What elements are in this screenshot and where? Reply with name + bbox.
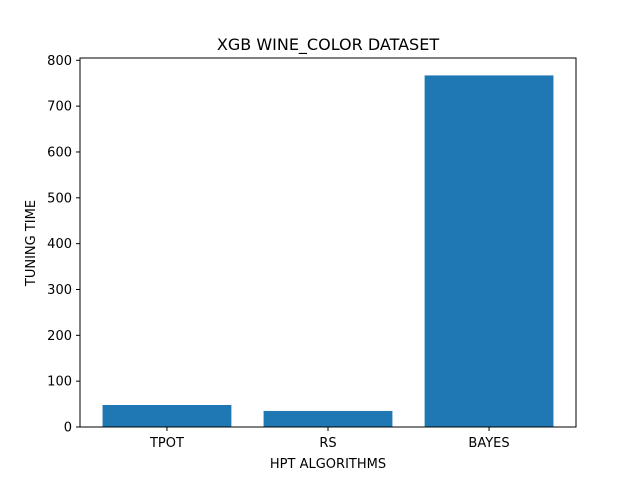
y-tick-label: 800 xyxy=(47,54,72,69)
bar-rs xyxy=(263,410,393,427)
y-axis-ticks: 0 100 200 300 400 500 600 700 800 xyxy=(47,54,80,436)
bars-group xyxy=(102,75,554,427)
bar-tpot xyxy=(102,404,232,427)
y-tick-label: 100 xyxy=(47,375,72,390)
y-tick-label: 600 xyxy=(47,145,72,160)
y-axis-label: TUNING TIME xyxy=(24,200,39,287)
y-tick-label: 0 xyxy=(64,421,72,436)
bar-bayes xyxy=(424,75,554,427)
y-tick-label: 200 xyxy=(47,329,72,344)
chart-title: XGB WINE_COLOR DATASET xyxy=(217,35,439,55)
y-tick-label: 500 xyxy=(47,191,72,206)
plot-area-frame xyxy=(79,57,577,428)
x-axis-label: HPT ALGORITHMS xyxy=(270,457,386,472)
x-tick-label: RS xyxy=(319,436,336,451)
x-tick-label: TPOT xyxy=(149,436,184,451)
y-tick-label: 700 xyxy=(47,100,72,115)
x-axis-ticks: TPOT RS BAYES xyxy=(149,427,510,451)
x-tick-label: BAYES xyxy=(468,436,509,451)
y-tick-label: 300 xyxy=(47,283,72,298)
y-tick-label: 400 xyxy=(47,237,72,252)
